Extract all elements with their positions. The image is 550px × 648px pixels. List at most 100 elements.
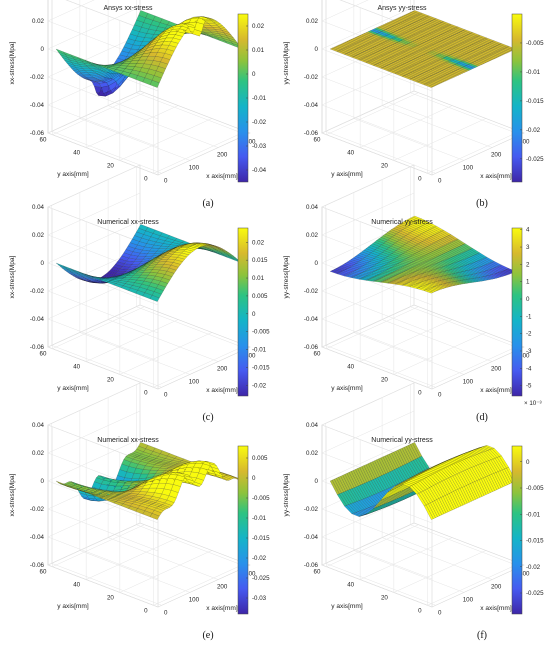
z-tick-label: -0.06 xyxy=(30,344,45,351)
colorbar-tick-label: 2 xyxy=(526,261,530,268)
stress-surface xyxy=(56,224,242,302)
z-tick-label: 0.02 xyxy=(306,232,319,239)
colorbar: 0.02 0.015 0.01 0.005 0 -0.005 -0.01 -0.015 -0.0… xyxy=(237,227,270,397)
x-tick-label: 200 xyxy=(491,366,502,373)
colorbar-tick-label: 0.01 xyxy=(252,47,265,54)
colorbar-tick-label: -5 xyxy=(526,383,532,390)
x-tick-label: 200 xyxy=(217,366,228,373)
y-axis-label: y axis[mm] xyxy=(57,171,89,178)
z-tick-label: -0.06 xyxy=(304,344,319,351)
colorbar-tick-label: -0.015 xyxy=(252,364,270,371)
panel-f: -0.06 -0.04 -0.02 0 0.02 0.04 0 100 200 300 0 20 40 6… xyxy=(283,382,544,641)
x-tick-label: 300 xyxy=(519,139,530,146)
z-tick-label: 0.02 xyxy=(32,18,45,25)
x-tick-labels: 0 100 200 300 xyxy=(164,571,256,617)
y-tick-label: 0 xyxy=(144,389,148,396)
y-tick-label: 20 xyxy=(107,376,114,383)
y-tick-label: 40 xyxy=(73,582,80,589)
x-axis-label: x axis[mm] xyxy=(206,387,238,394)
colorbar-tick-label: 0 xyxy=(252,475,256,482)
y-tick-label: 20 xyxy=(107,594,114,601)
z-tick-label: 0.04 xyxy=(306,422,319,429)
z-tick-label: 0 xyxy=(315,260,319,267)
colorbar-gradient xyxy=(511,445,523,615)
axes-box xyxy=(321,164,525,390)
colorbar-tick-label: -0.005 xyxy=(526,485,544,492)
colorbar-tick-label: -0.015 xyxy=(526,538,544,545)
z-tick-label: -0.06 xyxy=(30,562,45,569)
colorbar-tick-label: -0.01 xyxy=(252,515,267,522)
y-tick-label: 20 xyxy=(381,376,388,383)
y-tick-label: 0 xyxy=(144,175,148,182)
y-tick-labels: 0 20 40 60 xyxy=(314,137,423,183)
x-tick-label: 200 xyxy=(491,152,502,159)
z-tick-label: -0.02 xyxy=(304,288,319,295)
z-tick-label: 0 xyxy=(315,478,319,485)
panel-caption: (b) xyxy=(476,198,488,209)
z-tick-label: -0.04 xyxy=(30,316,45,323)
y-tick-label: 60 xyxy=(314,569,321,576)
colorbar-tick-label: 0.005 xyxy=(252,455,268,462)
colorbar-gradient xyxy=(237,445,249,615)
x-tick-labels: 0 100 200 300 xyxy=(438,571,530,617)
x-tick-label: 100 xyxy=(463,596,474,603)
z-tick-label: -0.04 xyxy=(304,316,319,323)
colorbar-tick-label: 0.01 xyxy=(252,275,265,282)
x-tick-label: 100 xyxy=(189,164,200,171)
colorbar-tick-label: -0.02 xyxy=(252,555,267,562)
z-tick-label: 0.04 xyxy=(32,204,45,211)
stress-surface xyxy=(55,10,243,97)
y-tick-label: 40 xyxy=(347,150,354,157)
panel-caption: (d) xyxy=(476,412,488,423)
y-axis-label: y axis[mm] xyxy=(331,603,363,610)
colorbar-tick-label: -0.01 xyxy=(252,347,267,354)
x-tick-labels: 0 100 200 300 xyxy=(164,139,256,185)
y-tick-labels: 0 20 40 60 xyxy=(40,137,149,183)
z-tick-label: -0.02 xyxy=(30,288,45,295)
colorbar-tick-label: -0.02 xyxy=(526,127,541,134)
y-tick-label: 40 xyxy=(347,582,354,589)
panel-c: -0.06-0.04-0.0200.020.040100200300020406… xyxy=(9,164,270,423)
stress-surface xyxy=(56,442,242,520)
z-tick-label: -0.04 xyxy=(30,534,45,541)
colorbar-tick-label: 0 xyxy=(252,71,256,78)
stress-surface xyxy=(329,215,517,294)
z-tick-label: -0.02 xyxy=(30,506,45,513)
z-tick-label: 0.02 xyxy=(306,450,319,457)
z-tick-label: 0.02 xyxy=(306,18,319,25)
x-tick-label: 100 xyxy=(189,378,200,385)
z-tick-label: 0.02 xyxy=(32,450,45,457)
colorbar-tick-label: 1 xyxy=(526,279,530,286)
colorbar-tick-label: 0.02 xyxy=(252,239,265,246)
panel-d: -0.06-0.04-0.0200.020.040100200300020406… xyxy=(283,164,542,423)
x-tick-label: 200 xyxy=(491,584,502,591)
colorbar-tick-label: 4 xyxy=(526,227,530,234)
x-axis-label: x axis[mm] xyxy=(206,173,238,180)
colorbar-tick-label: -0.02 xyxy=(252,119,267,126)
x-tick-label: 100 xyxy=(463,378,474,385)
y-axis-label: y axis[mm] xyxy=(331,171,363,178)
x-axis-label: x axis[mm] xyxy=(206,605,238,612)
colorbar-tick-label: 0 xyxy=(526,296,530,303)
x-axis-label: x axis[mm] xyxy=(480,387,512,394)
colorbar-tick-label: 0.02 xyxy=(252,23,265,30)
z-tick-label: -0.04 xyxy=(304,534,319,541)
colorbar: 0.02 0.01 0 -0.01 -0.02 -0.03 -0.04 xyxy=(237,13,267,183)
z-tick-label: -0.04 xyxy=(30,102,45,109)
x-tick-label: 100 xyxy=(463,164,474,171)
stress-surface xyxy=(329,442,517,520)
axes-box xyxy=(321,382,525,608)
z-tick-label: -0.02 xyxy=(304,506,319,513)
x-tick-label: 300 xyxy=(245,139,256,146)
colorbar: 0.005 0 -0.005 -0.01 -0.015 -0.02 -0.025 -0.03 xyxy=(237,445,270,615)
colorbar-gradient xyxy=(237,227,249,397)
z-axis-label: yy-stress[Mpa] xyxy=(283,41,290,84)
panel-caption: (e) xyxy=(202,630,213,641)
axes-box xyxy=(47,164,251,390)
colorbar-gradient xyxy=(511,13,523,183)
z-tick-label: 0.04 xyxy=(32,422,45,429)
